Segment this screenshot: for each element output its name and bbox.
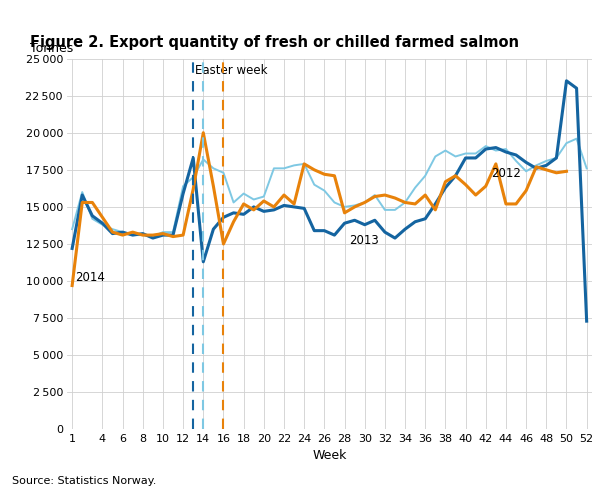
Text: Easter week: Easter week: [195, 64, 268, 78]
Text: Figure 2. Export quantity of fresh or chilled farmed salmon: Figure 2. Export quantity of fresh or ch…: [30, 36, 519, 50]
X-axis label: Week: Week: [312, 449, 346, 462]
Text: Source: Statistics Norway.: Source: Statistics Norway.: [12, 476, 157, 486]
Text: Tonnes: Tonnes: [30, 42, 74, 55]
Text: 2014: 2014: [75, 271, 105, 284]
Text: 2012: 2012: [491, 167, 521, 180]
Text: 2013: 2013: [350, 234, 379, 247]
